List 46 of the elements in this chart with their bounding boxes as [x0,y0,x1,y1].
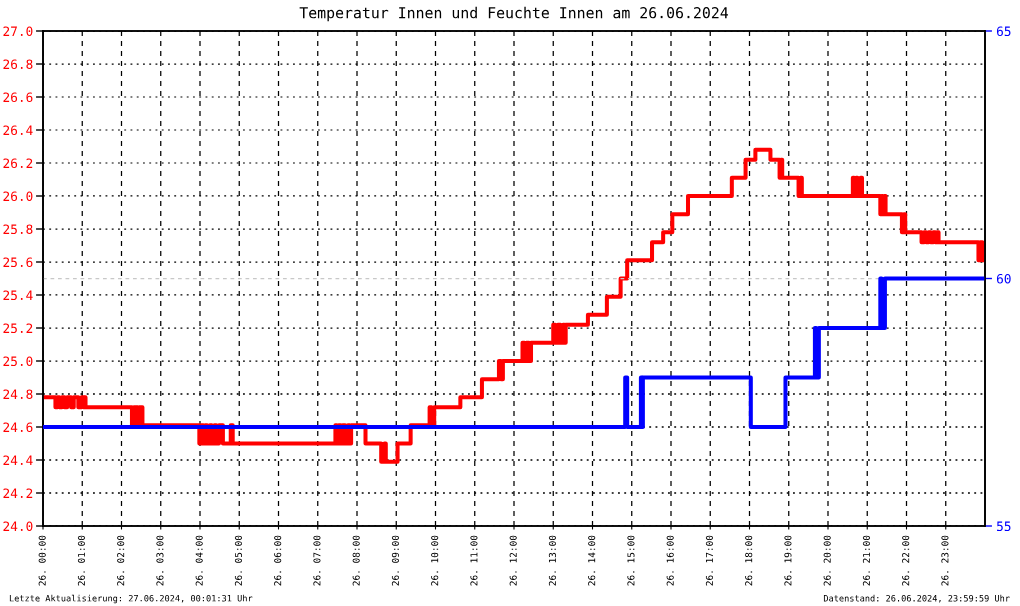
y-tick-label: 24.4 [3,455,33,465]
x-tick-label: 26. 12:00 [509,535,517,586]
x-tick-label: 26. 16:00 [666,535,674,586]
x-tick-label: 26. 15:00 [627,535,635,586]
y-tick-label: 25.6 [3,257,33,268]
y-tick-label: 25.2 [3,323,33,334]
y-tick-label: 26.0 [3,191,33,202]
y-tick-label: 25.8 [3,224,33,235]
x-tick-label: 26. 04:00 [195,535,203,586]
y-tick-label: 24.2 [3,488,33,498]
y2-tick-label: 60 [996,273,1011,284]
x-tick-label: 26. 11:00 [470,535,478,586]
x-tick-label: 26. 02:00 [117,535,125,586]
y2-tick-label: 65 [996,26,1011,37]
x-tick-label: 26. 10:00 [431,535,439,586]
x-tick-label: 26. 13:00 [548,535,557,586]
y2-tick-label: 55 [997,521,1011,532]
chart-title: Temperatur Innen und Feuchte Innen am 26.06.2024 [299,6,729,22]
y-tick-label: 24.0 [3,521,33,532]
x-tick-label: 26. 07:00 [313,535,321,586]
y-tick-label: 24.8 [3,389,33,400]
x-tick-label: 26. 18:00 [745,535,753,586]
x-tick-label: 26. 05:00 [234,535,243,586]
y-tick-label: 27.0 [3,26,33,37]
y-tick-label: 26.4 [3,125,33,136]
x-tick-label: 26. 22:00 [902,535,910,586]
text: Letzte Aktualisierung: 27.06.2024, 00:01:31 Uhr [9,594,253,604]
x-tick-label: 26. 21:00 [862,535,871,586]
x-tick-label: 26. 08:00 [352,535,360,586]
y-tick-label: 25.4 [3,290,33,301]
x-tick-label: 26. 01:00 [77,535,86,586]
text: Datenstand: 26.06.2024, 23:59:59 Uhr [823,594,1010,603]
y-tick-label: 26.2 [3,158,33,169]
x-tick-label: 26. 23:00 [941,535,949,586]
x-tick-label: 26. 17:00 [705,535,714,586]
y-tick-label: 26.8 [3,59,33,70]
x-tick-label: 26. 09:00 [391,535,400,586]
x-tick-label: 26. 03:00 [156,535,164,586]
y-tick-label: 25.0 [3,356,33,367]
x-tick-label: 26. 19:00 [784,535,792,586]
x-tick-label: 26. 06:00 [274,535,282,586]
x-tick-label: 26. 00:00 [38,535,46,586]
y-tick-label: 24.6 [3,422,33,433]
x-tick-label: 26. 20:00 [823,535,831,586]
y-tick-label: 26.6 [3,92,33,103]
x-tick-label: 26. 14:00 [588,535,596,586]
